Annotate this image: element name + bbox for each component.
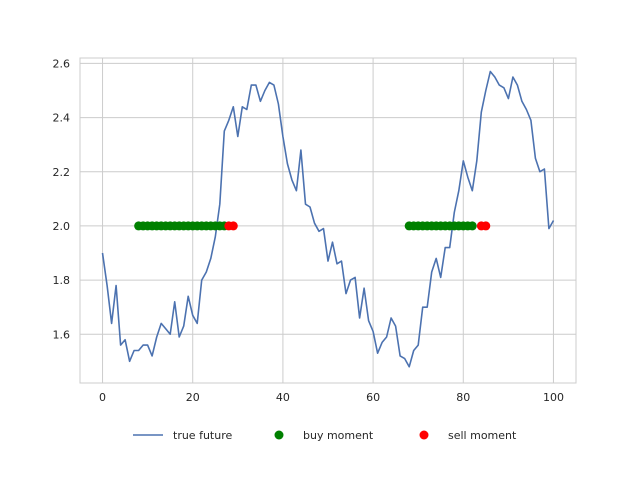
y-tick-label: 2.0 <box>53 220 71 233</box>
sell-moment-point <box>228 221 238 231</box>
series-line-true-future <box>101 70 555 368</box>
legend-buy-moment-label: buy moment <box>303 429 374 442</box>
legend-sell-moment-label: sell moment <box>448 429 517 442</box>
y-tick-label: 2.4 <box>53 112 71 125</box>
y-tick-label: 2.6 <box>53 57 71 70</box>
series-layer <box>101 70 555 368</box>
x-tick-label: 20 <box>186 391 200 404</box>
legend-sell-moment-handle <box>419 430 429 440</box>
x-tick-label: 60 <box>366 391 380 404</box>
x-tick-label: 100 <box>543 391 564 404</box>
buy-moment-point <box>467 221 477 231</box>
y-tick-label: 1.8 <box>53 274 71 287</box>
legend: true future buy moment sell moment <box>133 429 517 442</box>
plot-frame <box>79 57 577 384</box>
legend-buy-moment-handle <box>274 430 284 440</box>
sell-moment-point <box>481 221 491 231</box>
y-tick-label: 1.6 <box>53 328 71 341</box>
x-tick-label: 0 <box>99 391 106 404</box>
x-tick-label: 80 <box>456 391 470 404</box>
legend-true-future-label: true future <box>173 429 232 442</box>
y-tick-label: 2.2 <box>53 166 71 179</box>
grid <box>80 58 576 383</box>
x-tick-label: 40 <box>276 391 290 404</box>
tick-labels: 0 20 40 60 80 100 1.6 1.8 2.0 2.2 2.4 2.6 <box>53 57 564 404</box>
